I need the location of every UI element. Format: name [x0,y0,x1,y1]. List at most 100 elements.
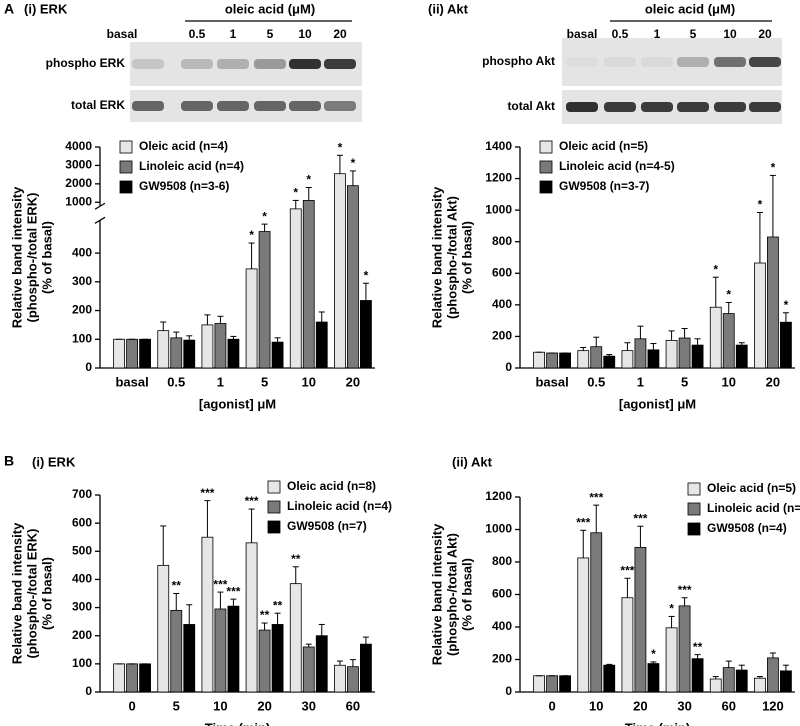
bar [678,337,691,369]
y-axis-label: (phospho-/total Akt) [444,533,459,656]
x-tick-label: 0.5 [167,374,185,389]
significance-label: * [758,198,763,212]
lane-label: basal [107,27,138,41]
significance-label: * [364,268,369,282]
bar [767,236,779,369]
panel-label: A [4,1,14,17]
y-tick-label: 500 [72,543,92,557]
y-tick-label: 1400 [485,139,512,153]
legend-swatch [539,180,553,194]
bar [126,663,138,693]
blot-band [566,102,598,112]
blot-band [254,59,286,69]
bar [157,564,170,693]
significance-label: * [713,262,718,276]
x-tick-label: 20 [766,374,780,389]
bar [665,339,678,369]
bar [347,185,359,369]
y-tick-label: 400 [72,572,92,586]
bar [577,350,590,369]
x-tick-label: 10 [213,698,227,713]
y-tick-label: 600 [492,265,512,279]
blot-band [641,57,673,67]
bar [289,583,302,693]
bar [271,341,284,369]
bar [214,323,227,369]
y-axis-label: (% of basal) [39,221,54,294]
legend-label: GW9508 (n=7) [287,519,367,533]
treatment-label: oleic acid (μM) [645,1,735,16]
significance-label: * [249,228,254,242]
blot-band [677,102,709,112]
x-tick-label: 5 [681,374,688,389]
lane-label: 5 [690,27,697,41]
lane-label: 1 [230,27,237,41]
significance-label: ** [273,598,283,612]
blot-band [677,57,709,67]
x-tick-label: 30 [677,698,691,713]
bar [533,675,545,693]
blot-band [217,59,249,69]
legend-label: Oleic acid (n=5) [707,481,796,495]
bar [678,605,691,693]
x-tick-label: 0.5 [587,374,605,389]
bar [334,173,346,369]
bar [126,338,138,369]
lane-label: 0.5 [612,27,629,41]
y-tick-label: 1000 [485,522,512,536]
blot-row-label: total Akt [507,99,555,113]
axis-break [94,216,106,224]
lane-label: 1 [654,27,661,41]
bar [780,321,792,369]
x-tick-label: 20 [633,698,647,713]
bar [170,609,183,693]
significance-label: * [306,173,311,187]
blot-band [566,57,598,67]
bar [245,268,258,369]
blot-band [749,57,781,67]
significance-label: * [293,186,298,200]
treatment-label: oleic acid (μM) [225,1,315,16]
y-axis-label: Relative band intensity [9,522,24,664]
y-tick-label: 300 [72,274,92,288]
bar [139,338,151,369]
bar [754,677,766,693]
significance-label: * [651,647,656,661]
panel-label: B [4,453,14,469]
lane-label: 0.5 [189,27,206,41]
y-tick-label: 1000 [65,194,92,208]
x-tick-label: 120 [762,698,784,713]
blot-band [289,59,321,69]
blot-row-label: phospho ERK [46,56,126,70]
blot-band [181,59,213,69]
significance-label: * [351,156,356,170]
blot-band [324,59,356,69]
legend-swatch [687,502,701,516]
legend-swatch [539,140,553,154]
blot-title: (ii) Akt [428,1,469,16]
legend-swatch [267,480,281,494]
x-tick-label: 10 [589,698,603,713]
bar [709,306,722,369]
legend-label: Linoleic acid (n=5) [707,501,800,515]
significance-label: ** [291,552,301,566]
bar [302,646,315,693]
y-axis-label: (% of basal) [459,558,474,631]
legend-label: Oleic acid (n=4) [139,139,228,153]
significance-label: *** [213,577,227,591]
blot-row-label: phospho Akt [482,54,555,68]
lane-label: 20 [333,27,347,41]
x-tick-label: 10 [302,374,316,389]
x-tick-label: 0 [548,698,555,713]
bar [183,624,196,693]
y-tick-label: 100 [72,331,92,345]
x-tick-label: 1 [637,374,644,389]
significance-label: * [771,161,776,175]
bar [113,338,125,369]
significance-label: *** [576,515,590,529]
blot-band [254,101,286,111]
blot-band [749,102,781,112]
bar [621,597,634,693]
bar [754,262,766,369]
legend-swatch [687,482,701,496]
